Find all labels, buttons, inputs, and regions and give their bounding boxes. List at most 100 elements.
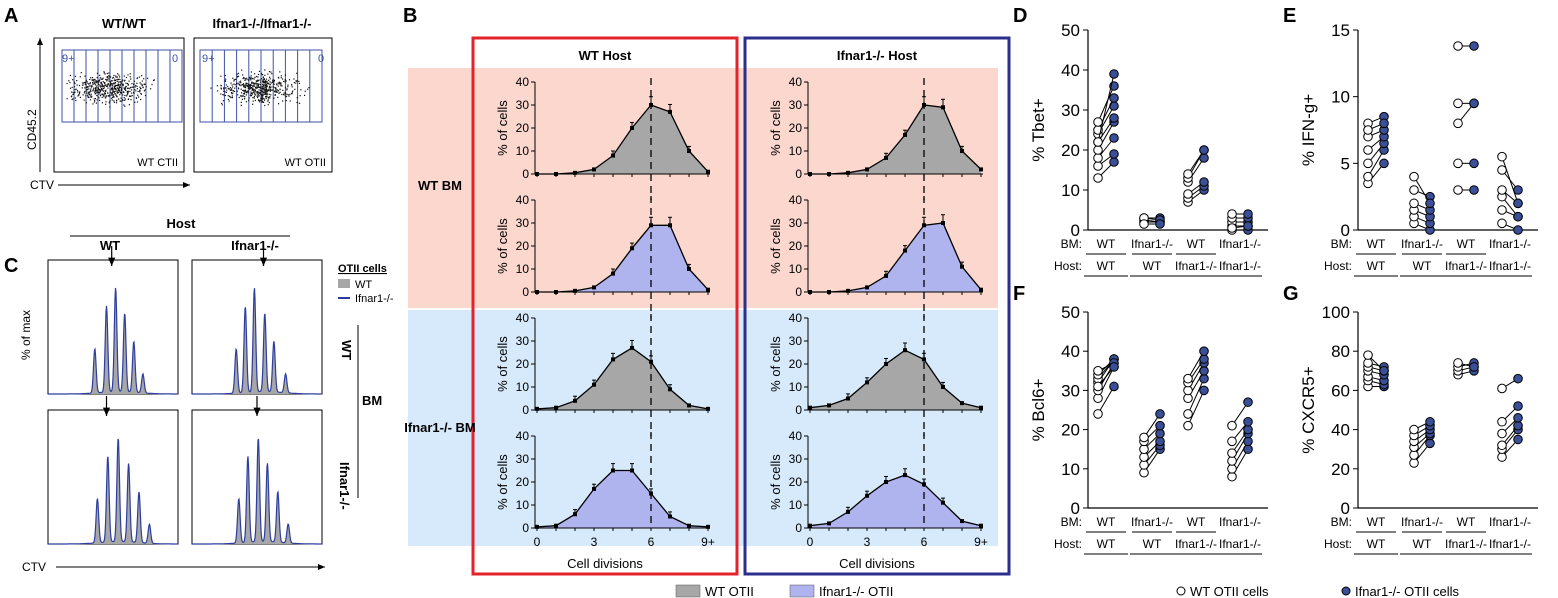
y-tick-label: 10 [516, 262, 530, 276]
flow-dot [269, 97, 271, 99]
flow-dot [115, 75, 117, 77]
flow-dot [126, 94, 128, 96]
flow-dot [99, 79, 101, 81]
flow-dot [86, 92, 88, 94]
flow-dot [235, 86, 237, 88]
data-point [960, 264, 964, 269]
flow-dot [249, 95, 251, 97]
flow-dot [116, 100, 118, 102]
flow-dot [111, 87, 113, 89]
flow-dot [257, 86, 259, 88]
data-point [706, 287, 710, 292]
flow-dot [277, 96, 279, 98]
data-point [960, 401, 964, 406]
x-tick-label: 0 [807, 535, 814, 549]
flow-dot [223, 94, 225, 96]
flow-dot [100, 81, 102, 83]
flow-dot [111, 99, 113, 101]
flow-dot [92, 79, 94, 82]
dot-ko-otii [1513, 413, 1523, 423]
panel-c-row-ko: Ifnar1-/- [337, 462, 352, 510]
flow-dot [94, 93, 96, 95]
flow-dot [137, 90, 139, 93]
flow-dot [127, 98, 129, 100]
flow-dot [90, 95, 92, 97]
panel-c-col-ko: Ifnar1-/- [231, 238, 279, 253]
flow-dot [258, 101, 260, 103]
flow-dot [264, 91, 266, 93]
flow-dot [119, 78, 121, 81]
flow-dot [224, 94, 226, 97]
flow-dot [102, 94, 104, 96]
flow-dot [246, 85, 248, 87]
flow-dot [273, 86, 275, 88]
flow-dot [245, 79, 247, 81]
bm-category: Ifnar1-/- [1489, 515, 1531, 529]
data-point [865, 167, 869, 172]
scatter-y-tick-label: 30 [1061, 381, 1080, 400]
y-tick-label: 0 [795, 167, 802, 181]
flow-dot [266, 84, 268, 86]
dot-wt-otii [1453, 41, 1463, 51]
flow-dot [239, 95, 242, 97]
flow-dot [267, 82, 270, 84]
flow-dot [113, 87, 115, 90]
flow-dot [224, 80, 227, 82]
data-point [687, 267, 691, 271]
flow-dot [257, 85, 259, 87]
flow-dot [308, 87, 310, 89]
flow-dot [93, 82, 96, 84]
flow-dot [74, 97, 76, 99]
scatter-y-label: % Tbet+ [1029, 98, 1048, 162]
flow-dot [108, 75, 110, 77]
x-tick-label: 9+ [701, 535, 715, 549]
flow-dot [133, 80, 135, 82]
y-tick-label: 10 [789, 380, 803, 394]
flow-dot [258, 79, 260, 81]
flow-dot [258, 86, 260, 89]
data-point [846, 170, 850, 175]
flow-dot [109, 106, 111, 108]
flow-dot [265, 96, 267, 98]
flow-dot [119, 87, 122, 89]
dot-wt-otii [1183, 189, 1193, 199]
flow-dot [248, 86, 250, 88]
flow-dot [132, 86, 135, 88]
dot-ko-otii [1469, 362, 1479, 372]
flow-dot [253, 97, 255, 99]
flow-dot [94, 83, 96, 85]
flow-dot [133, 83, 135, 85]
flow-dot [243, 90, 245, 92]
flow-dot [89, 89, 92, 91]
flow-dot [113, 101, 115, 103]
flow-dot [82, 83, 84, 85]
flow-dot [276, 83, 278, 85]
flow-dot [112, 76, 115, 79]
flow-dot [102, 87, 104, 90]
data-point [960, 519, 964, 524]
flow-dot [267, 73, 269, 75]
flow-dot [129, 90, 131, 93]
flow-dot [103, 85, 105, 88]
flow-dot [112, 90, 114, 93]
flow-dot [242, 83, 245, 85]
scatter-y-tick-label: 100 [1322, 303, 1350, 322]
flow-dot [259, 99, 261, 102]
flow-dot [112, 90, 114, 92]
flow-dot [113, 82, 115, 84]
flow-dot [119, 89, 121, 91]
data-point [884, 362, 888, 366]
flow-dot [249, 88, 251, 90]
flow-dot [122, 84, 124, 87]
flow-dot [107, 92, 109, 94]
flow-dot [140, 98, 142, 101]
data-point [573, 170, 577, 175]
flow-dot [257, 76, 259, 78]
area-fill [537, 347, 708, 410]
flow-dot [241, 95, 243, 97]
flow-dot [220, 75, 222, 77]
flow-dot [121, 99, 123, 101]
scatter-y-tick-label: 20 [1061, 141, 1080, 160]
flow-dot [102, 77, 104, 79]
data-point [649, 359, 653, 364]
